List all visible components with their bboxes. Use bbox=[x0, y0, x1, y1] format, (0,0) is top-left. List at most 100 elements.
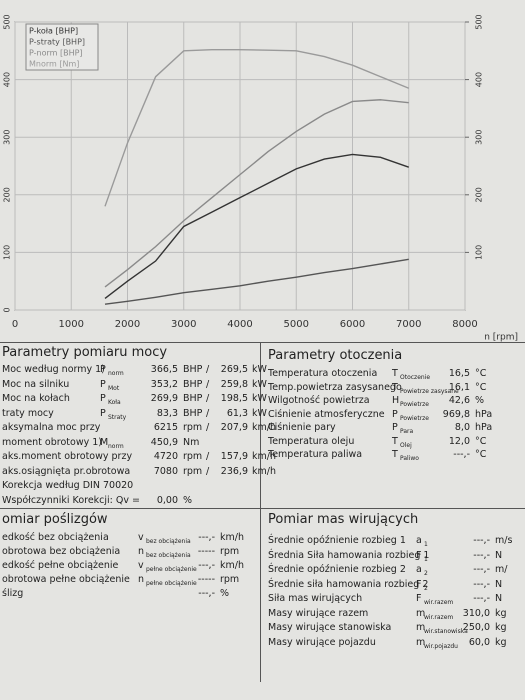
symbol: F bbox=[416, 549, 422, 561]
separator: / bbox=[206, 451, 210, 462]
row-label: Ciśnienie pary bbox=[268, 422, 336, 433]
unit: kg bbox=[495, 622, 507, 633]
unit: km/h bbox=[220, 560, 244, 571]
legend-label: P-straty [BHP] bbox=[29, 38, 85, 47]
value: 236,9 bbox=[220, 465, 248, 477]
symbol-sub: 1 bbox=[424, 555, 428, 563]
symbol-sub: norm bbox=[108, 370, 124, 377]
row-label: Temperatura oleju bbox=[268, 435, 355, 447]
x-tick-label: 8000 bbox=[452, 319, 477, 330]
y-tick-label: 400 bbox=[3, 72, 12, 87]
y-tick-label: 500 bbox=[3, 14, 12, 29]
value: ---,- bbox=[198, 560, 215, 571]
value: 61,3 bbox=[226, 407, 248, 419]
unit: m/ bbox=[495, 564, 508, 575]
symbol: P bbox=[100, 393, 106, 404]
x-tick-label: 6000 bbox=[340, 319, 365, 330]
unit: BHP bbox=[183, 378, 203, 390]
separator: / bbox=[206, 422, 210, 433]
unit: BHP bbox=[183, 393, 203, 404]
symbol-sub: wir.stanowiska bbox=[424, 628, 468, 635]
unit: rpm bbox=[183, 422, 203, 433]
divider bbox=[0, 508, 525, 509]
value: 0,00 bbox=[156, 494, 178, 506]
value: 969,8 bbox=[442, 408, 470, 420]
symbol: a bbox=[416, 564, 422, 575]
value: 8,0 bbox=[454, 422, 470, 433]
legend-label: Mnorm [Nm] bbox=[29, 60, 79, 69]
separator: / bbox=[206, 393, 210, 404]
symbol: T bbox=[392, 381, 398, 393]
value: 269,9 bbox=[150, 393, 178, 404]
value: 366,5 bbox=[150, 364, 178, 375]
row-label: Średnia Siła hamowania rozbieg 1 bbox=[268, 549, 430, 561]
symbol-sub: Powietrze bbox=[400, 401, 430, 408]
symbol: P bbox=[392, 408, 398, 420]
unit: hPa bbox=[475, 408, 493, 420]
y-tick-label: 200 bbox=[3, 187, 12, 202]
value: 7080 bbox=[153, 465, 178, 477]
y2-tick-label: 400 bbox=[475, 72, 484, 87]
value: 4720 bbox=[153, 451, 178, 462]
symbol: v bbox=[138, 560, 144, 571]
row-label: Korekcja według DIN 70020 bbox=[2, 480, 134, 491]
unit: % bbox=[220, 588, 230, 599]
y-tick-label: 300 bbox=[3, 130, 12, 145]
symbol-sub: Paliwo bbox=[400, 455, 419, 462]
symbol-sub: bez obciążenia bbox=[146, 538, 191, 545]
row-label: Wilgotność powietrza bbox=[268, 395, 370, 406]
symbol-sub: Olej bbox=[400, 441, 412, 449]
symbol: F bbox=[416, 578, 422, 590]
row-label: aks.moment obrotowy przy bbox=[2, 451, 133, 462]
row-label: obrotowa pełne obciążenie bbox=[2, 574, 130, 585]
symbol: P bbox=[100, 378, 106, 390]
row-label: Temp.powietrza zasysanego bbox=[268, 381, 402, 393]
value: ---,- bbox=[473, 549, 490, 561]
unit: km/h bbox=[252, 465, 276, 477]
row-label: Ciśnienie atmosferyczne bbox=[268, 408, 385, 420]
row-label: Masy wirujące razem bbox=[268, 607, 369, 619]
value: 250,0 bbox=[462, 622, 490, 633]
row-label: Średnie opóźnienie rozbieg 2 bbox=[268, 564, 406, 575]
symbol: m bbox=[416, 622, 426, 633]
x-tick-label: 4000 bbox=[227, 319, 252, 330]
symbol-sub: wir.razem bbox=[424, 613, 454, 621]
symbol: M bbox=[100, 436, 109, 448]
unit: rpm bbox=[183, 465, 203, 477]
series-line bbox=[104, 153, 409, 300]
value: ---,- bbox=[473, 578, 490, 590]
x-tick-label: 2000 bbox=[115, 319, 140, 330]
series-line bbox=[104, 48, 410, 207]
unit: °C bbox=[475, 449, 487, 460]
row-label: Moc według normy 1) bbox=[2, 364, 105, 375]
row-label: moment obrotowy 1) bbox=[2, 436, 102, 448]
symbol-sub: Straty bbox=[108, 413, 127, 421]
unit: rpm bbox=[220, 546, 240, 557]
x-tick-label: 3000 bbox=[171, 319, 196, 330]
value: 42,6 bbox=[448, 395, 470, 406]
value: 450,9 bbox=[150, 436, 178, 448]
x-tick-label: 0 bbox=[12, 319, 18, 330]
row-label: traty mocy bbox=[2, 407, 54, 419]
symbol: a bbox=[416, 535, 422, 546]
symbol-sub: Para bbox=[400, 428, 414, 435]
series-line bbox=[104, 258, 409, 305]
x-axis-label: n [rpm] bbox=[484, 333, 518, 343]
symbol: m bbox=[416, 607, 426, 619]
symbol: T bbox=[392, 435, 398, 447]
x-tick-label: 1000 bbox=[59, 319, 84, 330]
symbol-sub: 2 bbox=[424, 570, 428, 577]
value: 198,5 bbox=[220, 393, 248, 404]
section-title: Parametry otoczenia bbox=[268, 348, 403, 363]
row-label: Średnie opóźnienie rozbieg 1 bbox=[268, 535, 406, 546]
legend-label: P-koła [BHP] bbox=[29, 27, 78, 36]
value: ---,- bbox=[453, 449, 470, 460]
unit: Nm bbox=[183, 436, 200, 448]
value: 83,3 bbox=[156, 407, 178, 419]
unit: rpm bbox=[220, 574, 240, 585]
symbol-sub: 1 bbox=[424, 541, 428, 548]
y2-tick-label: 300 bbox=[475, 130, 484, 145]
symbol: P bbox=[100, 407, 106, 419]
symbol-sub: wir.razem bbox=[424, 599, 454, 606]
